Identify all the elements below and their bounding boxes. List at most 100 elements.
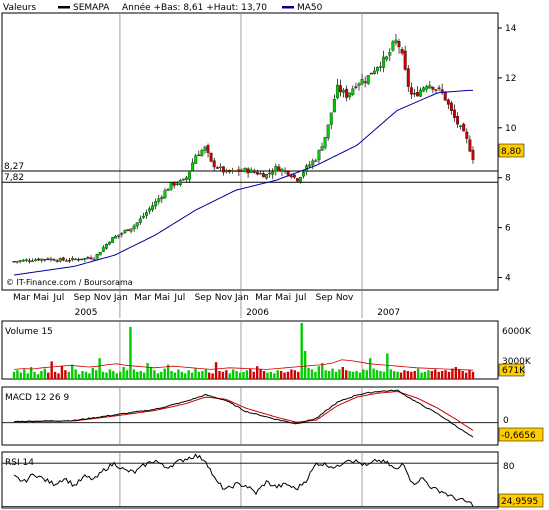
candle-body-2	[18, 260, 22, 262]
candle-108	[345, 85, 349, 102]
candle-body-132	[419, 89, 423, 97]
candle-118	[376, 66, 379, 75]
candle-88	[283, 167, 287, 175]
volume-bar-74	[266, 372, 269, 379]
candle-68	[222, 166, 225, 176]
candle-135	[428, 81, 432, 90]
candle-body-60	[197, 154, 201, 157]
volume-bar-78	[279, 371, 283, 379]
candle-body-1	[15, 261, 19, 263]
volume-bar-53	[194, 368, 197, 379]
candle-body-33	[114, 236, 118, 239]
volume-bar-38	[142, 372, 146, 379]
candle-body-77	[249, 169, 253, 173]
support-label-1: 7,82	[4, 173, 24, 183]
volume-bar-19	[77, 374, 81, 379]
candle-14	[55, 258, 59, 263]
candle-37	[126, 229, 130, 232]
volume-bar-4	[26, 373, 29, 379]
candle-147	[465, 128, 469, 144]
volume-bar-85	[303, 351, 307, 379]
volume-bar-70	[252, 371, 255, 379]
candle-body-9	[40, 258, 44, 261]
candle-33	[114, 234, 118, 239]
volume-bar-31	[118, 371, 122, 379]
candle-body-26	[92, 258, 96, 261]
volume-bar-88	[314, 371, 317, 379]
macd-last-tag: -0,6656	[498, 427, 544, 442]
macd-last-text: -0,6656	[501, 431, 536, 441]
volume-bar-118	[416, 368, 420, 379]
candle-body-13	[52, 259, 56, 261]
volume-bar-125	[440, 371, 444, 379]
candle-77	[249, 167, 253, 173]
candle-body-105	[335, 84, 339, 99]
volume-tick-3000k: 3000K	[502, 357, 532, 367]
candle-86	[277, 163, 281, 172]
candle-101	[323, 137, 327, 150]
volume-bar-73	[262, 371, 266, 379]
candle-98	[314, 158, 318, 163]
candle-132	[419, 87, 423, 98]
candle-body-0	[12, 261, 16, 263]
candle-130	[412, 88, 416, 98]
volume-bar-128	[451, 368, 454, 379]
candle-141	[446, 98, 450, 110]
month-label-1: Mai	[33, 293, 49, 303]
candle-body-64	[209, 152, 213, 162]
volume-bar-10	[47, 372, 50, 379]
volume-bar-17	[71, 364, 74, 379]
candle-9	[40, 258, 44, 263]
header-label: Valeurs	[3, 3, 36, 13]
candle-39	[132, 224, 136, 233]
candle-body-75	[243, 168, 247, 172]
candle-body-80	[258, 173, 262, 175]
volume-bar-72	[259, 369, 262, 379]
price-panel-frame	[1, 12, 499, 291]
volume-bar-55	[201, 371, 204, 379]
candle-107	[342, 87, 346, 98]
candle-body-89	[286, 171, 290, 176]
candle-44	[148, 206, 151, 215]
volume-bar-99	[351, 371, 355, 379]
candle-109	[348, 92, 352, 100]
volume-bar-28	[108, 369, 112, 379]
volume-bar-98	[348, 371, 351, 379]
candle-body-83	[268, 172, 272, 175]
candle-body-46	[154, 201, 158, 207]
volume-bar-123	[434, 369, 437, 379]
volume-bars	[12, 323, 475, 379]
candle-73	[237, 166, 241, 177]
volume-bar-11	[50, 361, 53, 379]
candle-149	[471, 146, 475, 164]
candle-61	[200, 148, 204, 157]
candle-body-71	[231, 170, 235, 172]
volume-bar-81	[290, 369, 293, 379]
candle-body-149	[471, 150, 475, 160]
candle-110	[351, 85, 355, 97]
volume-title: Volume 15	[5, 327, 53, 337]
candle-51	[169, 182, 173, 191]
candle-body-74	[240, 170, 244, 172]
volume-last-tag: 671K	[498, 363, 526, 377]
year-label-2005: 2005	[75, 308, 98, 318]
candle-body-116	[369, 72, 373, 75]
candle-79	[255, 169, 259, 176]
volume-bar-117	[413, 371, 416, 379]
candle-31	[108, 241, 111, 246]
candle-body-140	[443, 91, 447, 101]
volume-bar-22	[88, 373, 91, 379]
volume-bar-15	[64, 370, 67, 379]
candle-body-12	[49, 258, 53, 261]
candle-96	[308, 161, 312, 168]
candle-18	[67, 257, 71, 263]
volume-bar-1	[16, 370, 19, 379]
candle-body-17	[64, 260, 68, 262]
price-candles	[12, 33, 475, 264]
candle-70	[228, 169, 232, 174]
candle-body-22	[80, 258, 84, 261]
candle-body-92	[295, 178, 299, 182]
candle-body-91	[292, 174, 296, 178]
stock-name: SEMAPA	[73, 3, 110, 13]
